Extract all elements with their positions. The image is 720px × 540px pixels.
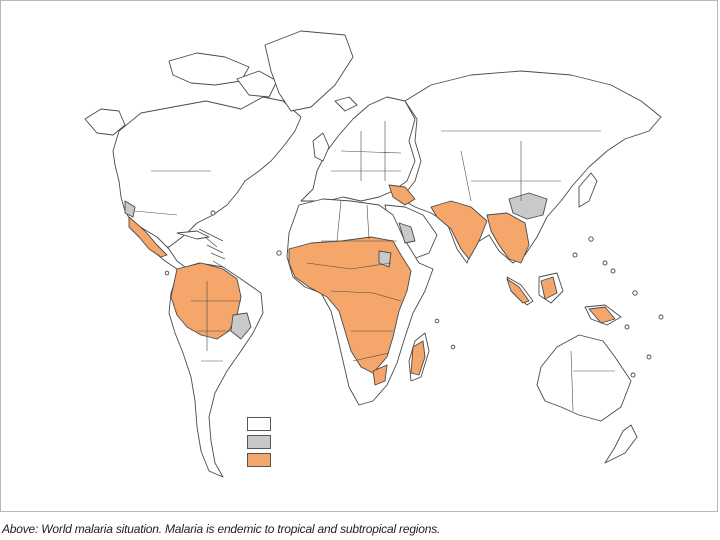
baffin: [236, 70, 278, 98]
australia: [536, 334, 632, 422]
caribbean-cuba: [176, 230, 210, 240]
borders-south-america: [191, 281, 241, 362]
endemic-southeast-asia: [486, 212, 530, 264]
iceland: [334, 96, 358, 112]
legend-swatch-no-risk: [247, 417, 271, 431]
borders-asia: [441, 130, 601, 202]
alaska: [84, 108, 126, 136]
limited-risk-zones: [124, 192, 548, 340]
map-frame: [0, 0, 718, 512]
arctic-islands: [168, 52, 250, 86]
endemic-borneo: [540, 276, 558, 300]
world-map: [84, 30, 664, 478]
north-america: [112, 96, 302, 248]
map-caption: Above: World malaria situation. Malaria …: [2, 522, 441, 536]
limited-china: [508, 192, 548, 220]
limited-north-africa: [378, 250, 392, 268]
endemic-africa: [288, 236, 412, 374]
limited-arabia: [398, 222, 416, 244]
endemic-sumatra: [506, 278, 530, 304]
borders-africa: [306, 200, 402, 362]
borders-europe: [331, 121, 402, 181]
limited-brazil: [230, 312, 252, 340]
legend-swatch-endemic: [247, 453, 271, 467]
caribbean-islands: [198, 228, 226, 268]
small-islands: [164, 210, 664, 378]
endemic-central-america: [128, 216, 168, 258]
new-zealand: [604, 424, 638, 464]
legend-swatch-limited-risk: [247, 435, 271, 449]
endemic-middle-east: [388, 184, 416, 206]
map-legend: [247, 417, 271, 467]
great-britain: [312, 132, 330, 162]
border-us-mexico: [134, 210, 178, 216]
endemic-zones: [128, 184, 616, 386]
asia: [400, 70, 662, 264]
borders: [134, 121, 615, 412]
endemic-new-guinea: [588, 306, 616, 324]
borders-australia: [570, 350, 615, 412]
endemic-south-asia: [430, 200, 488, 260]
greenland: [264, 30, 354, 112]
japan: [578, 172, 598, 208]
endemic-madagascar: [410, 340, 426, 376]
endemic-south-africa-east: [372, 364, 388, 386]
limited-mexico: [124, 200, 136, 218]
